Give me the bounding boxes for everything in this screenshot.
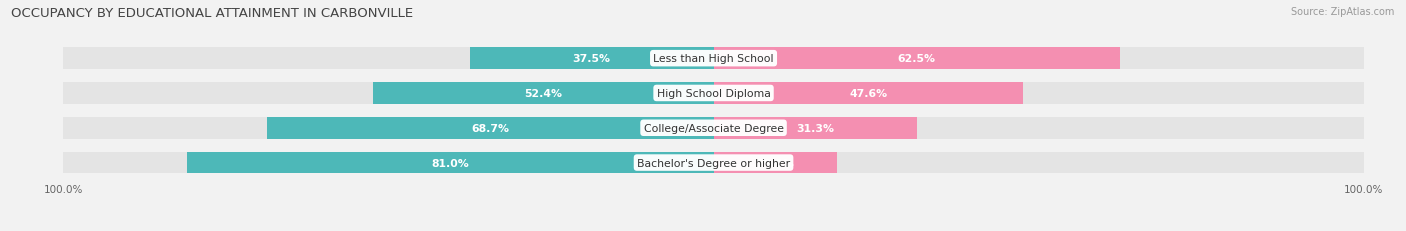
Bar — [187, 152, 713, 174]
Text: 47.6%: 47.6% — [849, 88, 887, 99]
Bar — [373, 83, 713, 104]
Text: 31.3%: 31.3% — [796, 123, 834, 133]
Text: 37.5%: 37.5% — [572, 54, 610, 64]
Bar — [63, 118, 1364, 139]
Bar — [267, 118, 713, 139]
Text: Bachelor's Degree or higher: Bachelor's Degree or higher — [637, 158, 790, 168]
Bar — [63, 152, 1364, 174]
Bar — [63, 83, 1364, 104]
Bar — [470, 48, 713, 70]
Text: 62.5%: 62.5% — [898, 54, 936, 64]
Bar — [63, 48, 1364, 70]
Text: 81.0%: 81.0% — [432, 158, 470, 168]
Text: 19.0%: 19.0% — [756, 158, 794, 168]
Text: High School Diploma: High School Diploma — [657, 88, 770, 99]
Text: OCCUPANCY BY EDUCATIONAL ATTAINMENT IN CARBONVILLE: OCCUPANCY BY EDUCATIONAL ATTAINMENT IN C… — [11, 7, 413, 20]
Text: College/Associate Degree: College/Associate Degree — [644, 123, 783, 133]
Bar — [713, 118, 917, 139]
Text: Less than High School: Less than High School — [654, 54, 773, 64]
Text: 52.4%: 52.4% — [524, 88, 562, 99]
Bar — [713, 83, 1024, 104]
Text: 68.7%: 68.7% — [471, 123, 509, 133]
Bar — [713, 152, 837, 174]
Bar — [713, 48, 1121, 70]
Text: Source: ZipAtlas.com: Source: ZipAtlas.com — [1291, 7, 1395, 17]
